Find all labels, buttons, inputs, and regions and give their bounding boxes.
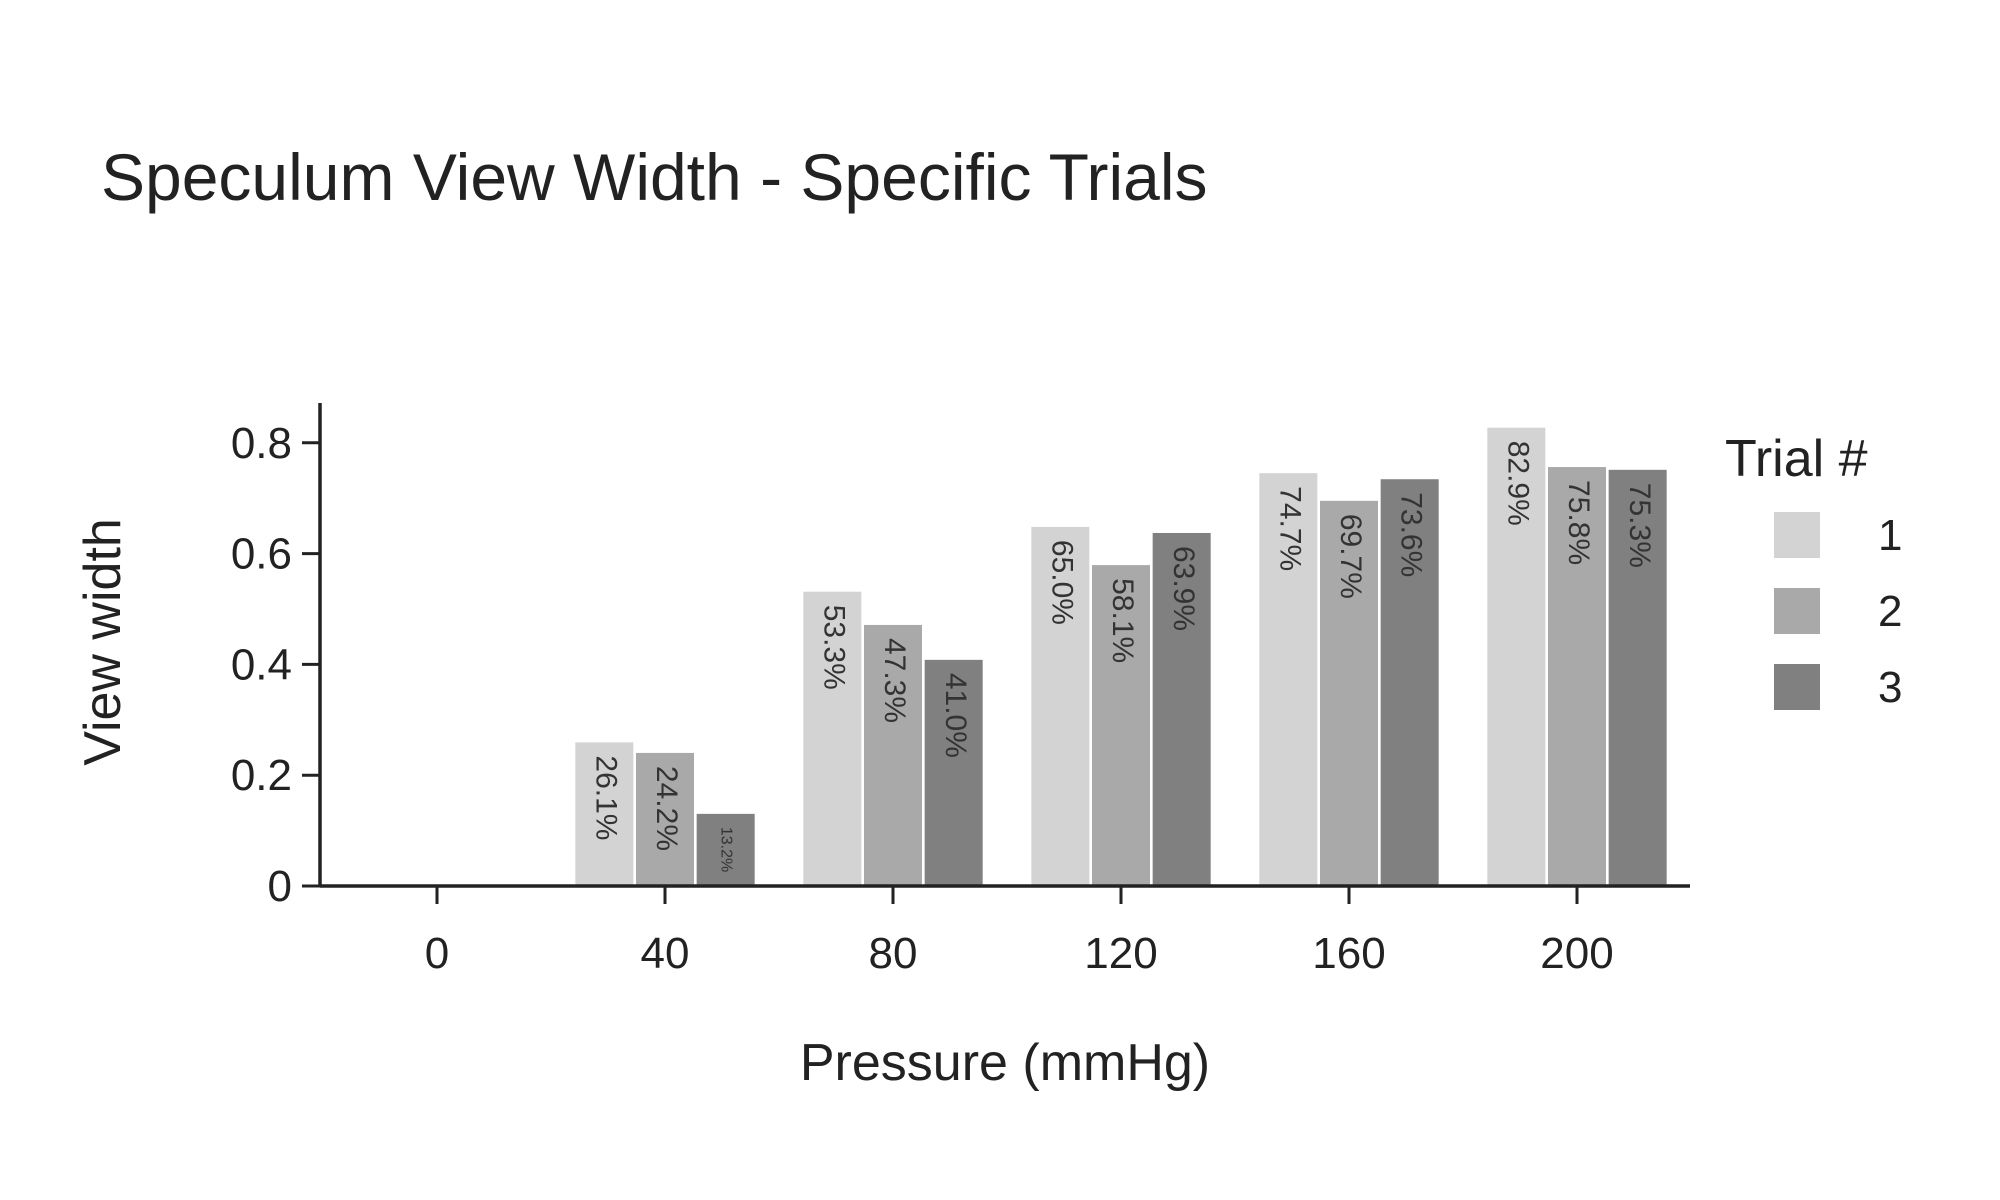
legend-swatch-trial-3 (1774, 664, 1820, 710)
bar-trial-2-pressure-200 (1546, 465, 1608, 887)
bar-trial-2-pressure-40 (634, 750, 696, 888)
x-axis-label: Pressure (mmHg) (800, 1034, 1210, 1092)
bar-value-label: 69.7% (1334, 514, 1367, 599)
x-tick-label: 120 (1084, 929, 1157, 978)
legend-label-trial-2: 2 (1878, 587, 1902, 636)
legend: Trial # 1 2 3 (1725, 430, 1902, 712)
bar-value-label: 73.6% (1395, 492, 1428, 577)
x-tick-label: 200 (1540, 929, 1613, 978)
bar-trial-2-pressure-120 (1090, 563, 1152, 888)
y-tick-label: 0.4 (231, 640, 292, 689)
bar-value-label: 41.0% (939, 673, 972, 758)
bar-value-label: 65.0% (1045, 540, 1078, 625)
x-tick-label: 80 (869, 929, 918, 978)
bar-trial-1-pressure-120 (1029, 524, 1092, 887)
legend-label-trial-1: 1 (1878, 511, 1902, 560)
y-axis-label: View width (74, 518, 132, 766)
bar-trial-1-pressure-80 (801, 589, 864, 887)
x-tick-label: 0 (425, 929, 449, 978)
y-tick-label: 0.6 (231, 530, 292, 579)
bar-trial-3-pressure-80 (922, 657, 985, 888)
y-tick-label: 0 (268, 862, 292, 911)
legend-swatch-trial-1 (1774, 512, 1820, 558)
bar-trial-3-pressure-160 (1378, 477, 1441, 887)
y-tick-label: 0.2 (231, 751, 292, 800)
bar-value-label: 75.3% (1623, 483, 1656, 568)
bar-value-label: 26.1% (589, 755, 622, 840)
bar-trial-1-pressure-40 (573, 740, 636, 888)
legend-label-trial-3: 3 (1878, 663, 1902, 712)
x-tick-label: 40 (641, 929, 690, 978)
bar-trial-3-pressure-40 (694, 811, 757, 887)
bar-value-label: 13.2% (717, 827, 734, 872)
bar-value-label: 53.3% (817, 605, 850, 690)
bar-value-label: 74.7% (1273, 486, 1306, 571)
bar-value-label: 82.9% (1501, 441, 1534, 526)
y-tick-label: 0.8 (231, 419, 292, 468)
bar-value-label: 75.8% (1562, 480, 1595, 565)
bar-value-label: 47.3% (878, 638, 911, 723)
legend-title: Trial # (1725, 430, 1868, 488)
x-tick-label: 160 (1312, 929, 1385, 978)
bar-value-label: 63.9% (1167, 546, 1200, 631)
legend-swatch-trial-2 (1774, 588, 1820, 634)
bar-value-label: 24.2% (650, 766, 683, 851)
chart-title: Speculum View Width - Specific Trials (101, 140, 1208, 214)
plot-area: 26.1% 53.3% 65.0% 74.7% 82.9% 24.2% 47.3% 58.1%… (231, 403, 1690, 978)
bar-value-label: 58.1% (1106, 578, 1139, 663)
